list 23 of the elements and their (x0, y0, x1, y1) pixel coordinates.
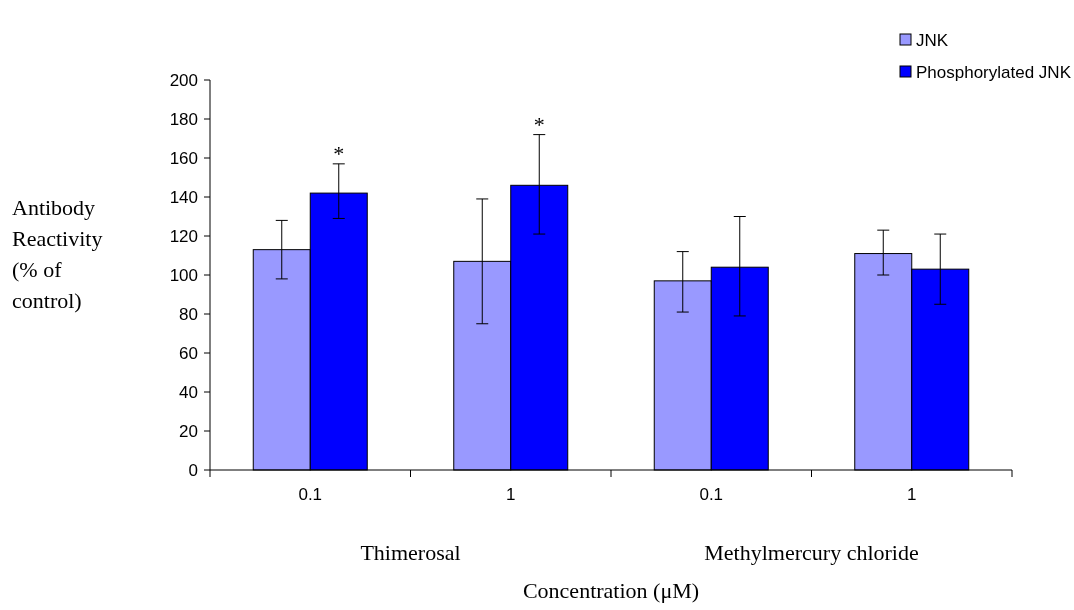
y-tick-label: 80 (179, 304, 198, 324)
x-axis-title: Concentration (μM) (522, 578, 700, 603)
y-tick-label: 60 (179, 343, 198, 363)
y-tick-label: 160 (169, 148, 198, 168)
x-tick-label: 0.1 (298, 485, 323, 504)
y-tick-label: 40 (179, 382, 198, 402)
y-tick-label: 140 (169, 187, 198, 207)
annotation: * (333, 140, 345, 166)
legend-label: JNK (916, 30, 949, 50)
y-axis-title: Antibody Reactivity (% of control) (12, 195, 103, 313)
annotation: * (533, 111, 545, 137)
y-tick-label: 0 (188, 460, 198, 480)
legend-label: Phosphorylated JNK (916, 62, 1072, 82)
y-tick-label: 100 (169, 265, 198, 285)
y-tick-label: 120 (169, 226, 198, 246)
y-tick-label: 180 (169, 109, 198, 129)
x-tick-label: 1 (907, 485, 917, 504)
text: Methylmercury chloride (704, 540, 919, 565)
x-tick-label: 1 (506, 485, 516, 504)
x-tick-label: 0.1 (699, 485, 724, 504)
y-tick-label: 20 (179, 421, 198, 441)
y-tick-label: 200 (169, 70, 198, 90)
text: Thimerosal (360, 540, 461, 565)
